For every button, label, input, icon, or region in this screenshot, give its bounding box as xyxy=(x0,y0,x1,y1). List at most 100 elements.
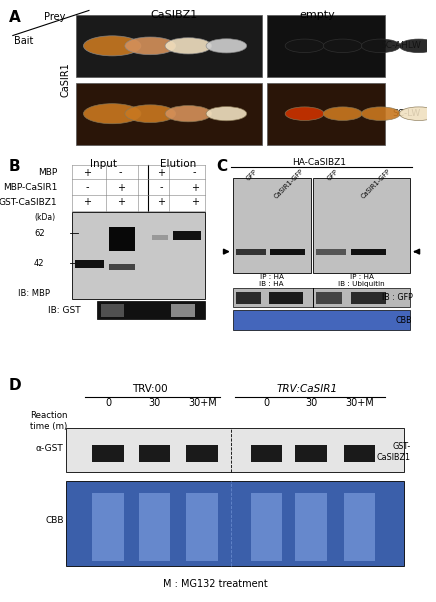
Text: A: A xyxy=(9,10,20,25)
Text: TRV:CaSIR1: TRV:CaSIR1 xyxy=(276,384,337,394)
Circle shape xyxy=(361,107,400,120)
Bar xyxy=(92,492,124,561)
Bar xyxy=(101,304,124,317)
Bar xyxy=(66,480,404,566)
Bar xyxy=(317,249,346,255)
Bar xyxy=(269,291,303,305)
Circle shape xyxy=(165,105,211,122)
Bar xyxy=(139,445,170,462)
Circle shape xyxy=(125,105,176,123)
Bar xyxy=(295,492,327,561)
Bar xyxy=(66,428,404,472)
Bar xyxy=(270,249,305,255)
Bar xyxy=(344,445,375,462)
Bar xyxy=(152,235,168,240)
Text: 0: 0 xyxy=(105,399,111,408)
Text: -: - xyxy=(193,167,197,178)
Text: +: + xyxy=(157,197,165,208)
Circle shape xyxy=(165,38,211,54)
Text: M : MG132 treatment: M : MG132 treatment xyxy=(164,579,268,589)
Bar xyxy=(187,445,218,462)
Bar xyxy=(72,212,205,299)
Text: GFP: GFP xyxy=(245,169,259,182)
Bar xyxy=(171,304,194,317)
Text: GST-CaSIBZ1: GST-CaSIBZ1 xyxy=(0,198,57,207)
Text: CaSIR1-GFP: CaSIR1-GFP xyxy=(273,169,305,200)
Text: 30: 30 xyxy=(148,399,160,408)
Text: D: D xyxy=(9,379,21,394)
Text: empty: empty xyxy=(300,10,335,20)
Bar xyxy=(344,492,375,561)
Text: C: C xyxy=(216,159,227,173)
Text: MBP-CaSIR1: MBP-CaSIR1 xyxy=(3,183,57,192)
Bar xyxy=(251,445,283,462)
Circle shape xyxy=(285,107,324,120)
Bar xyxy=(187,492,218,561)
Bar xyxy=(139,492,170,561)
Circle shape xyxy=(323,107,362,120)
Bar xyxy=(351,291,386,305)
Bar xyxy=(233,178,311,273)
Text: +: + xyxy=(83,197,91,208)
Text: IP : HA
IB : Ubiquitin: IP : HA IB : Ubiquitin xyxy=(338,275,385,288)
Bar xyxy=(236,249,266,255)
Bar xyxy=(351,249,386,255)
Text: CBB: CBB xyxy=(396,315,412,324)
Text: CaSIR1-GFP: CaSIR1-GFP xyxy=(360,169,392,200)
Text: 30+M: 30+M xyxy=(188,399,217,408)
Text: CaSIR1: CaSIR1 xyxy=(61,63,71,97)
Text: Reaction
time (m): Reaction time (m) xyxy=(30,411,68,431)
Circle shape xyxy=(125,37,176,55)
Bar xyxy=(233,288,410,307)
Bar xyxy=(75,260,104,268)
Bar xyxy=(97,302,205,319)
Bar xyxy=(92,445,124,462)
Circle shape xyxy=(285,39,324,52)
Circle shape xyxy=(83,36,141,56)
Text: α-GST: α-GST xyxy=(36,444,64,453)
Text: (kDa): (kDa) xyxy=(34,213,55,222)
Text: SC-LW: SC-LW xyxy=(393,109,421,118)
Text: CBB: CBB xyxy=(45,516,64,525)
Bar xyxy=(236,291,262,305)
Text: +: + xyxy=(191,182,199,193)
Text: MBP: MBP xyxy=(38,168,57,177)
Bar xyxy=(266,82,385,144)
Circle shape xyxy=(399,107,436,120)
Text: -: - xyxy=(159,182,163,193)
Text: HA-CaSIBZ1: HA-CaSIBZ1 xyxy=(293,158,347,167)
Text: +: + xyxy=(83,167,91,178)
Text: CaSIBZ1: CaSIBZ1 xyxy=(150,10,197,20)
Text: B: B xyxy=(9,159,20,173)
Text: +: + xyxy=(191,197,199,208)
Text: Elution: Elution xyxy=(160,159,196,169)
Text: IP : HA
IB : HA: IP : HA IB : HA xyxy=(259,275,284,288)
Text: Prey: Prey xyxy=(44,12,66,22)
Bar xyxy=(109,227,135,250)
Bar xyxy=(313,178,410,273)
Text: 62: 62 xyxy=(34,229,44,238)
Text: 42: 42 xyxy=(34,259,44,268)
Bar xyxy=(295,445,327,462)
Bar xyxy=(76,82,262,144)
Circle shape xyxy=(361,39,400,52)
Text: TRV:00: TRV:00 xyxy=(133,384,168,394)
Bar xyxy=(233,311,410,330)
Text: IB: GST: IB: GST xyxy=(48,306,81,315)
Text: -: - xyxy=(119,167,123,178)
Text: GST-
CaSIBZ1: GST- CaSIBZ1 xyxy=(376,442,410,462)
Text: GFP: GFP xyxy=(326,169,339,182)
Text: +: + xyxy=(157,167,165,178)
Text: +: + xyxy=(117,182,125,193)
Bar xyxy=(109,264,135,270)
Circle shape xyxy=(206,39,247,53)
Text: -: - xyxy=(85,182,89,193)
Text: Bait: Bait xyxy=(14,36,33,46)
Bar xyxy=(266,15,385,77)
Bar xyxy=(173,231,201,240)
Bar xyxy=(317,291,342,305)
Circle shape xyxy=(399,39,436,52)
Text: Input: Input xyxy=(90,159,117,169)
Text: 30+M: 30+M xyxy=(345,399,374,408)
Text: +: + xyxy=(117,197,125,208)
